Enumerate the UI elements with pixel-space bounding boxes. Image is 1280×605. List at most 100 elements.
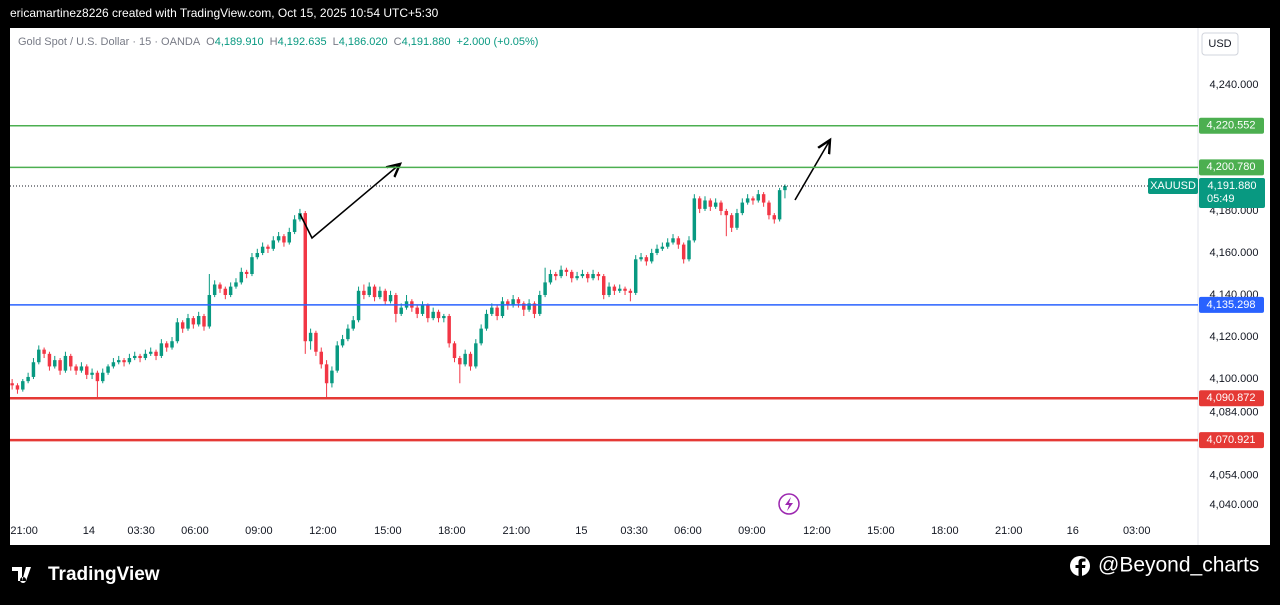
candle-body	[138, 355, 142, 359]
candle-body	[420, 305, 425, 314]
candle-body	[362, 290, 366, 296]
candle-body	[554, 274, 558, 277]
event-icon[interactable]	[778, 493, 800, 515]
candle-body	[37, 349, 41, 363]
x-tick-label: 06:00	[674, 525, 702, 537]
legend-value: 4,189.910	[215, 36, 264, 48]
candle-body	[500, 301, 505, 317]
candle-body	[372, 286, 377, 298]
candle-body	[458, 358, 462, 365]
brand: TradingView	[48, 564, 160, 585]
x-tick-label: 16	[1067, 525, 1079, 537]
candle-body	[761, 194, 766, 203]
candle-body	[196, 316, 201, 325]
candle-body	[330, 370, 334, 384]
x-tick-label: 15:00	[374, 525, 402, 537]
legend-value: 4,186.020	[339, 36, 388, 48]
legend-key: L	[333, 36, 339, 48]
legend-value: 4,192.635	[278, 36, 327, 48]
candle-body	[260, 246, 265, 253]
candle-body	[106, 366, 110, 373]
candle-body	[10, 383, 14, 386]
candle-body	[218, 284, 222, 289]
candle-body	[767, 202, 771, 216]
x-tick-label: 12:00	[309, 525, 337, 537]
candle-body	[522, 303, 526, 310]
candle-body	[511, 299, 515, 306]
candle-body	[591, 274, 595, 279]
candle-body	[628, 290, 633, 293]
candle-body	[612, 286, 617, 291]
candle-body	[442, 316, 446, 319]
candle-body	[426, 305, 430, 319]
x-tick-label: 15	[575, 525, 587, 537]
candle-body	[724, 210, 729, 216]
legend-value: 4,191.880	[402, 36, 451, 48]
candle-body	[697, 198, 702, 209]
candle-body	[383, 290, 387, 302]
candle-body	[463, 353, 467, 365]
candle-body	[431, 311, 435, 319]
candle-body	[388, 295, 393, 302]
candle-body	[474, 343, 478, 367]
candle-body	[490, 307, 494, 314]
candle-body	[148, 351, 153, 354]
y-tick-label: 4,240.000	[1210, 79, 1259, 91]
candle-body	[708, 200, 713, 207]
symbol-tag	[1148, 178, 1198, 195]
y-tick-label: 4,160.000	[1210, 247, 1259, 259]
price-tag-label: 4,191.880	[1208, 180, 1257, 192]
candle-body	[47, 353, 52, 367]
candle-body	[687, 240, 691, 260]
candle-body	[79, 366, 84, 371]
header-text: ericamartinez8226 created with TradingVi…	[10, 6, 439, 20]
level-tag	[1199, 159, 1264, 176]
currency-button[interactable]	[1201, 32, 1239, 56]
candle-body	[250, 257, 254, 275]
countdown: 05:49	[1207, 193, 1235, 205]
candle-body	[298, 213, 302, 220]
candle-body	[58, 360, 62, 371]
candle-body	[495, 307, 499, 317]
y-tick-label: 4,054.000	[1210, 470, 1259, 482]
candle-body	[223, 288, 228, 296]
level-tag-label: 4,090.872	[1207, 392, 1256, 404]
candle-body	[122, 360, 126, 363]
candle-body	[633, 259, 638, 293]
candle-body	[681, 244, 686, 260]
candle-body	[756, 194, 761, 201]
logo	[12, 567, 31, 583]
x-tick-label: 09:00	[738, 525, 766, 537]
candle-body	[255, 252, 260, 258]
candle-body	[580, 274, 585, 277]
candle-body	[735, 213, 739, 228]
candle-body	[351, 320, 355, 329]
candle-body	[378, 290, 382, 298]
currency[interactable]: USD	[1208, 38, 1231, 50]
candle-body	[607, 286, 611, 296]
facebook-icon	[1070, 556, 1090, 576]
candle-body	[564, 269, 569, 272]
legend-key: O	[206, 36, 215, 48]
level-tag	[1199, 432, 1264, 449]
x-tick-label: 14	[83, 525, 95, 537]
candle-body	[777, 190, 782, 220]
level-tag-label: 4,200.780	[1207, 161, 1256, 173]
candle-body	[468, 353, 473, 367]
y-tick-label: 4,040.000	[1210, 499, 1259, 511]
candle-body	[596, 274, 601, 277]
candle-body	[324, 364, 329, 384]
level-tag-label: 4,135.298	[1207, 299, 1256, 311]
candle-body	[292, 219, 297, 232]
candle-body	[314, 332, 318, 352]
candle-body	[527, 303, 531, 310]
candle-body	[287, 231, 292, 243]
candle-body	[452, 343, 457, 359]
x-tick-label: 12:00	[803, 525, 831, 537]
candle-body	[644, 257, 649, 262]
candle-body	[212, 284, 217, 296]
candle-body	[649, 252, 654, 262]
candle-body	[101, 372, 105, 382]
x-tick-label: 15:00	[867, 525, 895, 537]
